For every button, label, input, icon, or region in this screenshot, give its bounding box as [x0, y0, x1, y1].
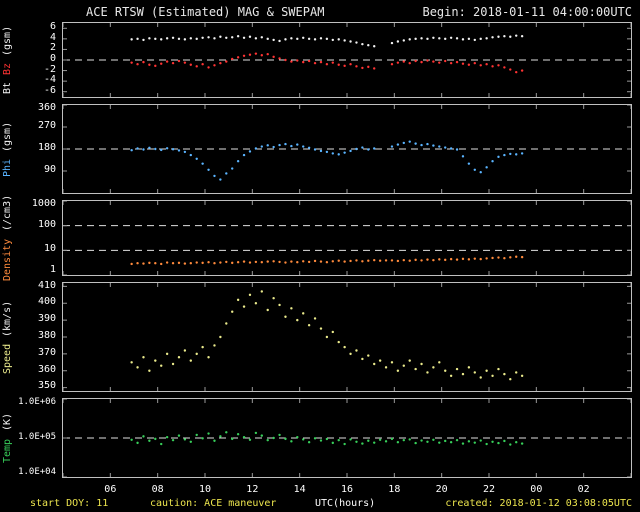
axis-label-part: Bt [2, 82, 13, 95]
plot-area-speed [62, 282, 632, 392]
panel-bt-bz: Bt Bz (gsm) 6 4 2 0 -2 -4 -6 [0, 22, 640, 98]
y-axis-label-bt-bz: Bt Bz (gsm) [1, 22, 14, 98]
y-tick-label: 360 [37, 363, 56, 375]
plot-footer: start DOY: 11 caution: ACE maneuver UTC(… [0, 497, 640, 512]
y-tick-label: -2 [43, 63, 56, 75]
x-tick-label: 06 [104, 484, 117, 495]
y-ticks-density: 1000 100 10 1 [14, 198, 58, 276]
y-tick-label: 350 [37, 380, 56, 391]
x-tick-label: 16 [340, 484, 354, 495]
x-tick-label: 12 [246, 484, 259, 495]
x-tick-label: 22 [482, 484, 496, 495]
y-axis-label-temp: Temp (K) [1, 398, 14, 478]
start-doy-label: start DOY: 11 [30, 498, 109, 509]
y-ticks-temp: 1.0E+06 1.0E+05 1.0E+04 [14, 397, 58, 478]
x-tick-label: 00 [530, 484, 543, 495]
axis-label-part: (/cm3) [2, 195, 13, 232]
created-label: created: 2018-01-12 03:08:05UTC [445, 498, 632, 509]
plot-title: ACE RTSW (Estimated) MAG & SWEPAM [86, 5, 325, 19]
y-ticks-phi: 360 270 180 90 [14, 102, 58, 194]
panel-density: Density (/cm3) 1000 100 10 1 [0, 195, 640, 281]
y-tick-label: 1 [49, 264, 56, 275]
y-tick-label: 6 [49, 21, 56, 33]
y-ticks-speed: 410 400 390 380 370 360 350 [14, 280, 58, 392]
y-tick-label: 1000 [31, 198, 56, 209]
x-tick-label: 10 [198, 484, 212, 495]
y-tick-label: 100 [37, 218, 56, 230]
plot-area-density [62, 200, 632, 276]
y-tick-label: 0 [49, 53, 56, 64]
y-tick-label: 270 [37, 120, 56, 131]
y-tick-label: -4 [43, 74, 56, 86]
y-tick-label: 10 [43, 243, 56, 255]
panel-phi: Phi (gsm) 360 270 180 90 [0, 102, 640, 194]
panel-temp: Temp (K) 1.0E+06 1.0E+05 1.0E+04 [0, 397, 640, 478]
axis-label-part: Density [2, 238, 13, 281]
y-tick-label: 2 [49, 42, 56, 54]
y-ticks-bt-bz: 6 4 2 0 -2 -4 -6 [14, 22, 58, 98]
x-axis-title: UTC(hours) [315, 498, 376, 509]
y-tick-label: 1.0E+06 [18, 397, 56, 407]
caution-label: caution: ACE maneuver [150, 498, 277, 509]
x-tick-label: 02 [577, 484, 590, 495]
plot-area-bt-bz [62, 22, 632, 98]
plot-area-temp [62, 398, 632, 478]
y-tick-label: 400 [37, 296, 56, 308]
axis-label-part: (K) [2, 413, 13, 432]
axis-label-part: (gsm) [2, 25, 13, 57]
y-tick-label: 390 [37, 313, 56, 325]
axis-label-part: Temp [2, 438, 13, 463]
y-tick-label: 360 [37, 102, 56, 113]
axis-label-part: Phi [2, 158, 13, 177]
begin-timestamp: Begin: 2018-01-11 04:00:00UTC [422, 5, 632, 19]
y-tick-label: 180 [37, 142, 56, 153]
axis-label-part: Speed [2, 343, 13, 374]
panel-speed: Speed (km/s) 410 400 390 380 370 360 350 [0, 280, 640, 392]
y-tick-label: -6 [43, 84, 56, 96]
x-tick-label: 14 [293, 484, 306, 495]
x-axis-ticks: 06 08 10 12 14 16 18 20 22 00 02 [0, 484, 640, 497]
y-axis-label-density: Density (/cm3) [1, 195, 14, 280]
y-tick-label: 1.0E+04 [18, 467, 56, 477]
x-tick-label: 20 [435, 484, 448, 495]
axis-label-part: Bz [2, 63, 13, 76]
x-tick-label: 08 [151, 484, 164, 495]
y-tick-label: 380 [37, 330, 56, 341]
plot-area-phi [62, 104, 632, 194]
plot-header: ACE RTSW (Estimated) MAG & SWEPAM Begin:… [0, 0, 640, 22]
y-tick-label: 90 [43, 164, 56, 175]
axis-label-part: (gsm) [2, 121, 13, 152]
y-tick-label: 370 [37, 346, 56, 358]
y-axis-label-phi: Phi (gsm) [1, 104, 14, 194]
y-tick-label: 1.0E+05 [18, 432, 56, 442]
y-tick-label: 4 [49, 31, 56, 43]
y-tick-label: 410 [37, 280, 56, 291]
axis-label-part: (km/s) [2, 300, 13, 337]
x-tick-label: 18 [388, 484, 401, 495]
y-axis-label-speed: Speed (km/s) [1, 282, 14, 392]
